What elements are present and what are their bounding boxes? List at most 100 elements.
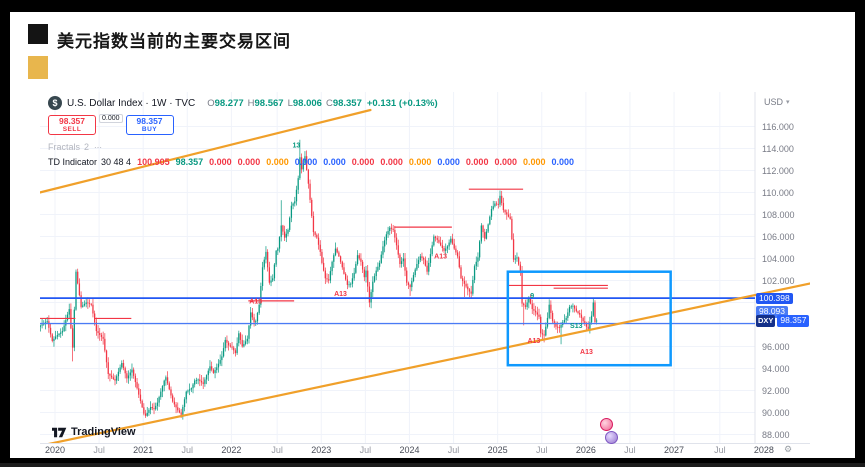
order-panel: 98.357 SELL 0.000 98.357 BUY <box>48 113 574 137</box>
price-label-value: 100.398 <box>756 292 793 305</box>
td-value: 98.357 <box>175 157 204 167</box>
indicator-fractals[interactable]: Fractals 2 ⋯ <box>48 142 574 152</box>
svg-text:9: 9 <box>530 293 534 300</box>
symbol-row[interactable]: $ U.S. Dollar Index · 1W · TVC O98.277 H9… <box>48 96 574 110</box>
td-value: 0.000 <box>494 157 517 167</box>
ohlc-key: H <box>247 97 255 109</box>
price-label: 98.093 <box>756 306 788 318</box>
symbol-tag: DXY <box>756 315 776 327</box>
x-axis-label: 2026 <box>575 445 596 455</box>
spread-value: 0.000 <box>99 114 123 123</box>
x-axis-label: Jul <box>714 445 726 455</box>
price-label-value: 98.357 <box>777 315 810 327</box>
title-accent-gold-square <box>28 56 48 79</box>
sticker-emoji-purple[interactable] <box>605 431 618 444</box>
x-axis-label: Jul <box>93 445 105 455</box>
y-axis-label: 110.000 <box>762 187 794 198</box>
td-value: 0.000 <box>323 157 346 167</box>
y-axis-label: 96.000 <box>762 341 790 352</box>
td-value: 100.905 <box>137 157 170 167</box>
td-value: 0.000 <box>380 157 403 167</box>
sell-label: SELL <box>62 126 82 134</box>
time-axis[interactable]: 2020 Jul 2021 Jul 2022 Jul 2023 Jul 2024 Jul 2025 J… <box>40 443 810 457</box>
td-value: 0.000 <box>551 157 575 167</box>
x-axis-label: 2020 <box>44 445 66 455</box>
axis-settings-gear-icon[interactable]: ⚙ <box>784 444 793 454</box>
symbol-logo-icon: $ <box>48 96 62 110</box>
y-axis-label: 108.000 <box>762 209 795 220</box>
bottom-frame-band <box>0 463 865 467</box>
y-axis-label: 116.000 <box>762 121 794 132</box>
fractals-label: Fractals <box>48 142 81 152</box>
x-axis-label: Jul <box>535 445 548 455</box>
td-value: 0.000 <box>437 157 460 167</box>
grid-group <box>40 92 756 443</box>
td-annotations: A13 A13 A13 A13 A13 S13 9 13 <box>249 142 593 356</box>
y-axis-label: 112.000 <box>762 165 794 176</box>
trend-lines[interactable] <box>40 108 810 443</box>
ohlc-key: L <box>287 97 293 109</box>
buy-price: 98.357 <box>136 115 163 126</box>
td-value: 0.000 <box>294 157 318 167</box>
sticker-emoji-pink[interactable] <box>600 418 613 431</box>
resistance-segments[interactable] <box>40 188 608 320</box>
currency-selector[interactable]: USD ▾ <box>764 97 790 107</box>
x-axis-label: 2021 <box>133 445 154 455</box>
ohlc-value: 98.357 <box>332 97 362 109</box>
ohlc-value: 98.277 <box>214 97 244 109</box>
svg-text:A13: A13 <box>249 299 262 306</box>
ohlc-value: 98.006 <box>292 97 322 109</box>
page-title: 美元指数当前的主要交易区间 <box>57 32 291 51</box>
td-value: 0.000 <box>408 157 432 167</box>
td-value: 0.000 <box>351 157 375 167</box>
y-axis-label: 114.000 <box>762 143 794 154</box>
y-axis-label: 104.000 <box>762 253 795 264</box>
x-axis-label: 2024 <box>399 445 420 455</box>
more-icon[interactable]: ⋯ <box>94 142 103 152</box>
x-axis-label: 2028 <box>753 445 774 455</box>
sell-button[interactable]: 98.357 SELL <box>48 114 96 136</box>
candles-group <box>40 139 598 420</box>
td-value: 0.000 <box>209 157 232 167</box>
svg-text:13: 13 <box>293 142 301 149</box>
price-label-value: 98.093 <box>756 306 788 318</box>
x-axis-label: 2022 <box>221 445 242 455</box>
x-axis-label: Jul <box>447 445 460 455</box>
y-axis-label: 92.000 <box>762 385 790 396</box>
x-axis-label: Jul <box>181 445 194 455</box>
ohlc-key: C <box>325 97 333 109</box>
price-label: DXY 98.357 <box>756 315 810 327</box>
sell-price: 98.357 <box>59 115 85 126</box>
ohlc-value: 98.567 <box>254 97 284 109</box>
td-label: TD Indicator <box>48 157 98 167</box>
x-axis-label: Jul <box>271 445 283 455</box>
td-params: 30 48 4 <box>101 157 132 167</box>
x-axis-label: 2027 <box>664 445 685 455</box>
trading-range-box[interactable] <box>506 270 672 367</box>
buy-button[interactable]: 98.357 BUY <box>125 114 174 136</box>
price-chart-canvas[interactable]: A13 A13 A13 A13 A13 S13 9 13 <box>40 92 810 443</box>
tradingview-logo-icon <box>52 427 67 437</box>
symbol-title[interactable]: U.S. Dollar Index · 1W · TVC <box>67 97 196 109</box>
presentation-slide: 美元指数当前的主要交易区间 A13 A13 A13 A13 A13 S13 9 13 116.… <box>10 12 855 458</box>
tradingview-logo-text: TradingView <box>71 426 136 438</box>
y-axis-label: 102.000 <box>762 275 795 286</box>
currency-label: USD <box>764 97 784 107</box>
tradingview-logo[interactable]: TradingView <box>52 426 136 438</box>
x-axis-label: Jul <box>359 445 372 455</box>
svg-text:A13: A13 <box>580 349 593 356</box>
chevron-down-icon: ▾ <box>786 99 790 106</box>
y-axis-label: 106.000 <box>762 231 795 242</box>
x-axis-label: 2025 <box>487 445 508 455</box>
indicator-td[interactable]: TD Indicator 30 48 4 100.905 98.357 0.000 0… <box>48 157 574 167</box>
td-value: 0.000 <box>522 157 546 167</box>
td-indicator-values: 100.905 98.357 0.000 0.000 0.000 0.000 0.000 0.… <box>131 157 574 167</box>
ohlc-values: O98.277 H98.567 L98.006 C98.357 +0.131 (+0.1… <box>203 98 437 109</box>
tradingview-chart-panel: A13 A13 A13 A13 A13 S13 9 13 116.000 114.000 112.… <box>40 92 810 457</box>
y-axis-label: 90.000 <box>762 407 790 418</box>
level-lines[interactable] <box>40 297 755 325</box>
price-axis[interactable]: 116.000 114.000 112.000 110.000 108.000 106.0… <box>755 92 810 443</box>
ohlc-key: O <box>207 97 215 109</box>
chart-legend: $ U.S. Dollar Index · 1W · TVC O98.277 H9… <box>48 96 574 167</box>
td-value: 0.000 <box>266 157 289 167</box>
